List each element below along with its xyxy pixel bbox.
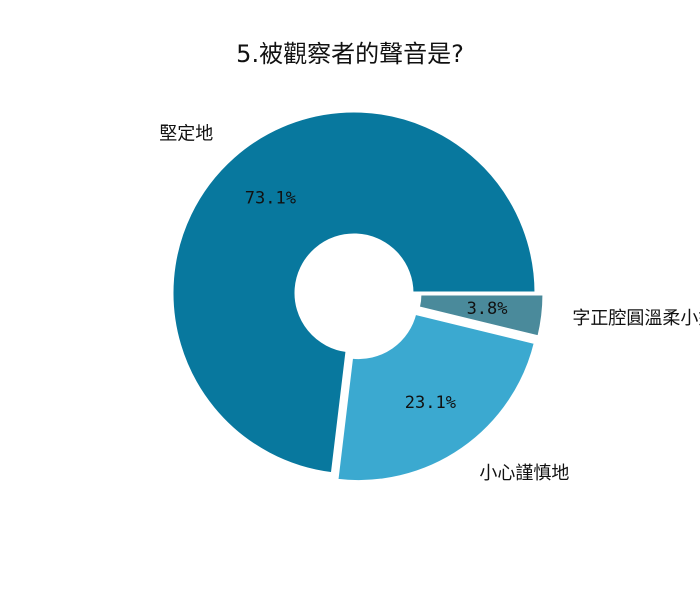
chart-title: 5.被觀察者的聲音是? <box>236 40 464 68</box>
pie-slice-2 <box>416 292 546 339</box>
pie-percent-label-2: 3.8% <box>467 299 508 319</box>
pie-category-label-2: 字正腔圓溫柔小姊姊 <box>572 308 700 329</box>
pie-category-label-0: 堅定地 <box>159 123 213 144</box>
pie-slice-0 <box>170 109 538 476</box>
pie-slice-1 <box>335 311 537 484</box>
pie-category-label-1: 小心謹慎地 <box>479 463 569 484</box>
pie-percent-label-1: 23.1% <box>405 393 456 413</box>
pie-percent-label-0: 73.1% <box>245 189 296 209</box>
